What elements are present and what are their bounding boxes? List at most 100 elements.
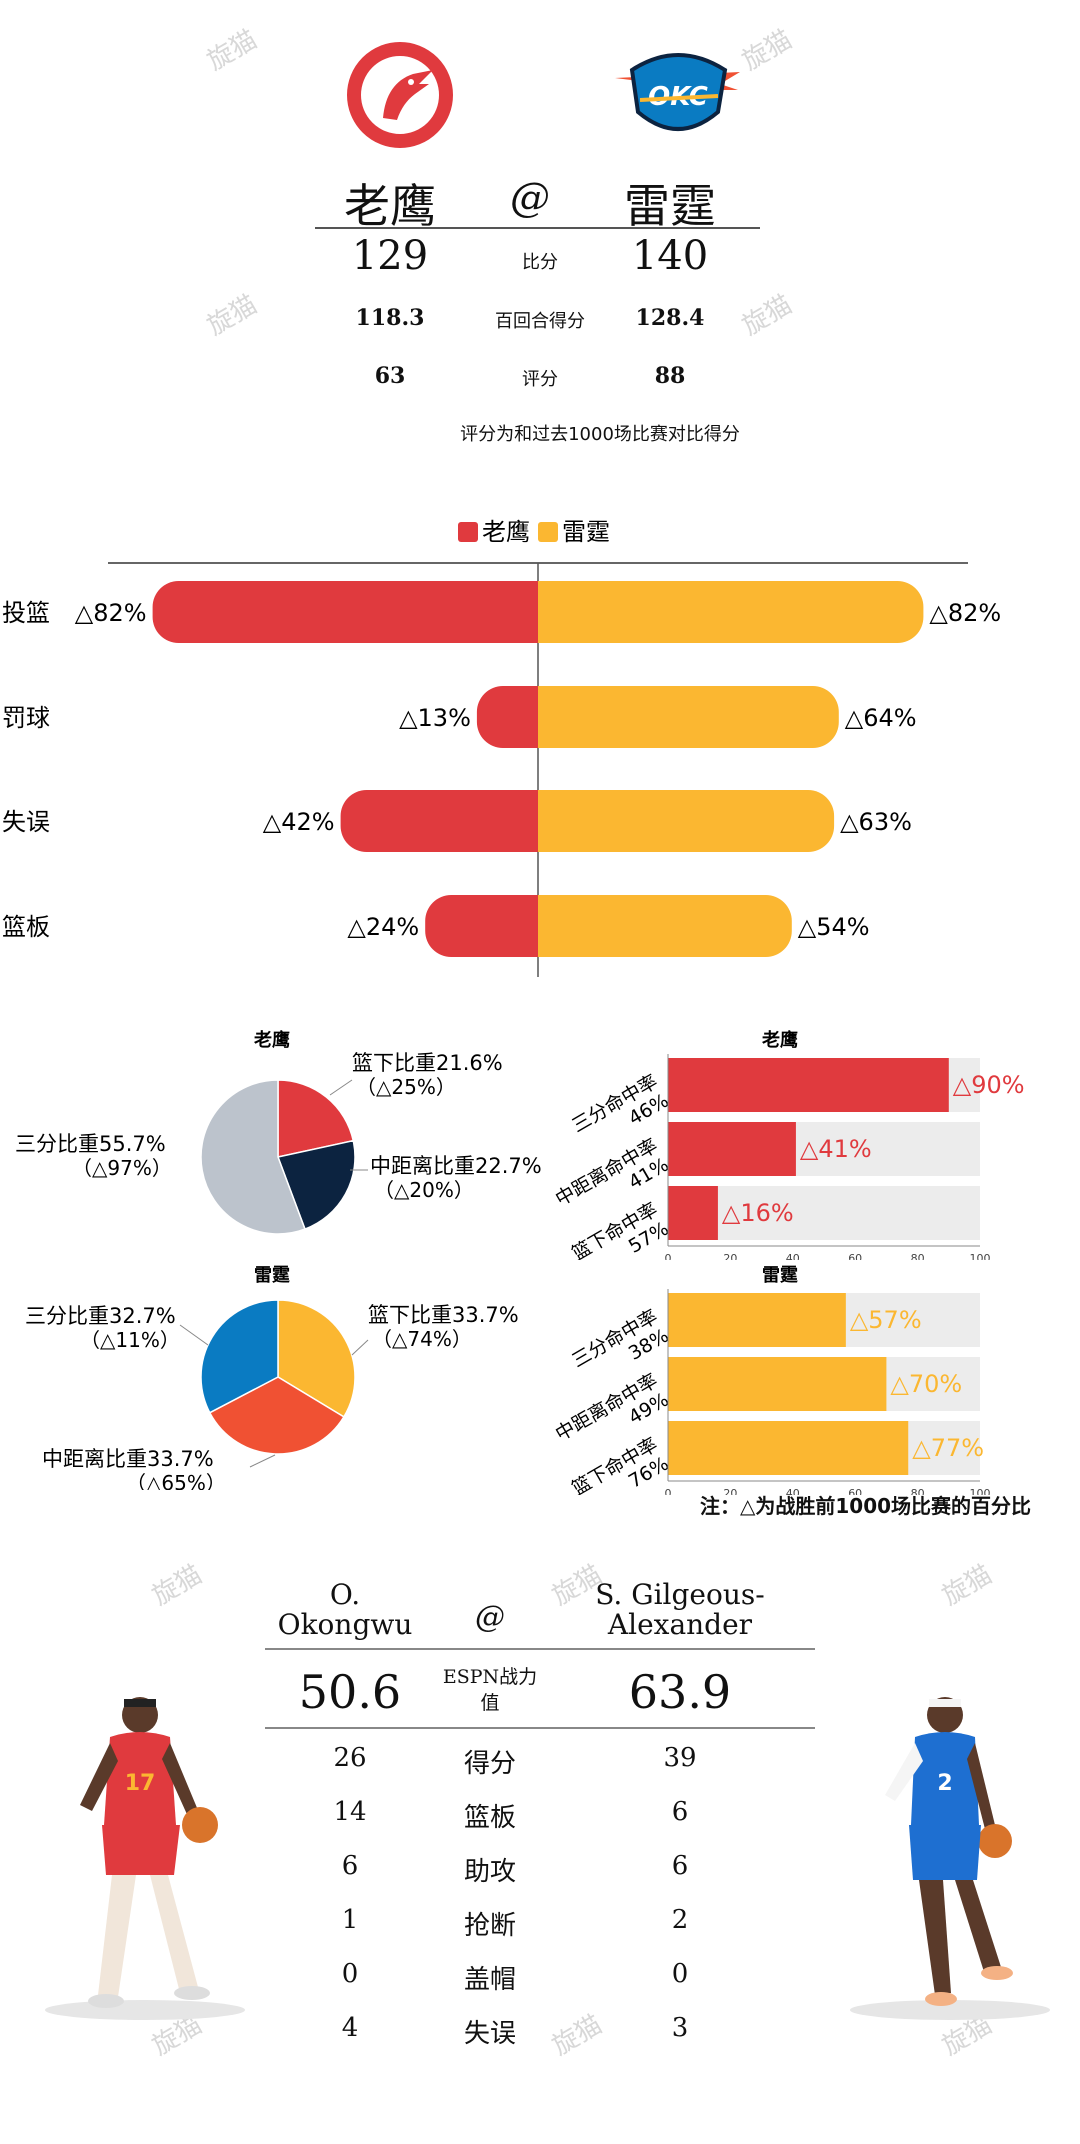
bar-value-label: △77% [912, 1434, 984, 1462]
hawks-logo [347, 42, 453, 148]
stat-left-value: 0 [341, 1959, 359, 1989]
pie-slice [200, 1299, 279, 1414]
slice-sub-label: （△11%） [80, 1328, 180, 1352]
stat-left-value: 1 [341, 1905, 359, 1935]
bar-chart-title: 老鹰 [762, 1029, 798, 1051]
footnote: 注：△为战胜前1000场比赛的百分比 [700, 1494, 1032, 1518]
category-label: 罚球 [2, 704, 50, 732]
stat-right-value: 2 [671, 1905, 689, 1935]
slice-sub-label: （△74%） [372, 1327, 472, 1351]
score-label: 比分 [522, 252, 558, 273]
x-tick-label: 60 [848, 1252, 862, 1260]
x-tick-label: 100 [970, 1252, 991, 1260]
watermark: 旋猫 [147, 1559, 208, 1612]
bar-fill [668, 1293, 846, 1347]
leader-line [249, 1454, 276, 1468]
bar-hawks [425, 895, 538, 957]
slice-label: 三分比重32.7% [25, 1304, 176, 1328]
slice-label: 中距离比重33.7% [42, 1447, 214, 1471]
bar-value-label: △70% [890, 1370, 962, 1398]
pie-title: 老鹰 [254, 1029, 290, 1051]
watermark: 旋猫 [547, 2009, 608, 2062]
watermark: 旋猫 [202, 289, 263, 342]
bar-fill [668, 1421, 909, 1475]
x-tick-label: 0 [665, 1487, 672, 1495]
team-left-name: 老鹰 [344, 179, 436, 233]
bar-value-label: △63% [840, 808, 912, 836]
bar-value-label: △41% [800, 1135, 872, 1163]
legend-label-thunder: 雷霆 [562, 518, 610, 546]
slice-label: 篮下比重21.6% [352, 1051, 503, 1075]
leader-line [351, 1339, 369, 1356]
x-tick-label: 20 [723, 1487, 737, 1495]
offrtg-left: 118.3 [355, 305, 425, 331]
stat-left-value: 6 [341, 1851, 359, 1881]
bar-fill [668, 1357, 887, 1411]
slice-label: 三分比重55.7% [15, 1132, 166, 1156]
thunder-logo: OKC [615, 53, 740, 131]
bar-thunder [538, 581, 924, 643]
x-tick-label: 20 [723, 1252, 737, 1260]
x-tick-label: 80 [911, 1252, 925, 1260]
player-divider-bottom [265, 1727, 815, 1729]
category-label: 失误 [2, 808, 50, 836]
espn-left: 50.6 [298, 1665, 402, 1719]
bar-fill [668, 1122, 796, 1176]
bar-value-label: △57% [850, 1306, 922, 1334]
player-left-figure: 17 [45, 1697, 245, 2020]
right-jersey-number: 2 [937, 1771, 952, 1796]
player-right-figure: 2 [850, 1697, 1050, 2020]
rating-left: 63 [374, 363, 406, 389]
header-divider [315, 227, 760, 229]
slice-sub-label: （△65%） [126, 1471, 226, 1490]
stat-label: 盖帽 [463, 1965, 516, 1995]
bar-value-label: △82% [75, 599, 147, 627]
bar-fill [668, 1058, 949, 1112]
x-tick-label: 40 [786, 1252, 800, 1260]
player-left-name: O. Okongwu [265, 1580, 425, 1640]
pie-slice [208, 1376, 345, 1455]
slice-sub-label: （△20%） [374, 1178, 474, 1202]
legend-swatch-thunder [538, 522, 558, 542]
left-jersey-number: 17 [125, 1771, 156, 1796]
stat-label: 得分 [463, 1749, 516, 1779]
slice-sub-label: （△25%） [356, 1075, 456, 1099]
bar-fill [668, 1186, 718, 1240]
category-label: 投篮 [2, 599, 50, 627]
player-right-surname: Alexander [607, 1608, 753, 1641]
espn-label-line1: ESPN战力 [442, 1666, 538, 1688]
bar-hawks [340, 790, 538, 852]
player-left-initial: O. [329, 1578, 361, 1611]
bar-value-label: △54% [798, 913, 870, 941]
team-right-name: 雷霆 [624, 179, 716, 233]
player-right-name: S. Gilgeous- Alexander [560, 1580, 800, 1640]
x-tick-label: 100 [970, 1487, 991, 1495]
player-right-firstname: S. Gilgeous- [595, 1578, 765, 1611]
pie-slice [277, 1079, 355, 1158]
rating-right: 88 [654, 363, 686, 389]
bar-value-label: △82% [929, 599, 1001, 627]
legend-swatch-hawks [458, 522, 478, 542]
slice-sub-label: （△97%） [72, 1156, 172, 1180]
stat-right-value: 0 [671, 1959, 689, 1989]
legend-label-hawks: 老鹰 [482, 518, 530, 546]
slice-label: 篮下比重33.7% [368, 1303, 519, 1327]
espn-right: 63.9 [628, 1665, 732, 1719]
score-left: 129 [351, 233, 429, 279]
leader-line [179, 1324, 209, 1346]
player-divider-top [265, 1648, 815, 1650]
stat-right-value: 39 [663, 1743, 697, 1773]
bar-hawks [152, 581, 538, 643]
x-tick-label: 60 [848, 1487, 862, 1495]
espn-label-line2: 值 [480, 1692, 500, 1714]
slice-label: 中距离比重22.7% [370, 1154, 542, 1178]
stat-left-value: 4 [341, 2013, 359, 2043]
score-right: 140 [631, 233, 709, 279]
bar-value-label: △42% [263, 808, 335, 836]
stat-label: 助攻 [463, 1857, 516, 1887]
pie-slice [277, 1299, 356, 1418]
pie-slice [200, 1079, 306, 1235]
watermark: 旋猫 [937, 1559, 998, 1612]
espn-label: ESPN战力 值 [430, 1664, 550, 1716]
x-tick-label: 0 [665, 1252, 672, 1260]
